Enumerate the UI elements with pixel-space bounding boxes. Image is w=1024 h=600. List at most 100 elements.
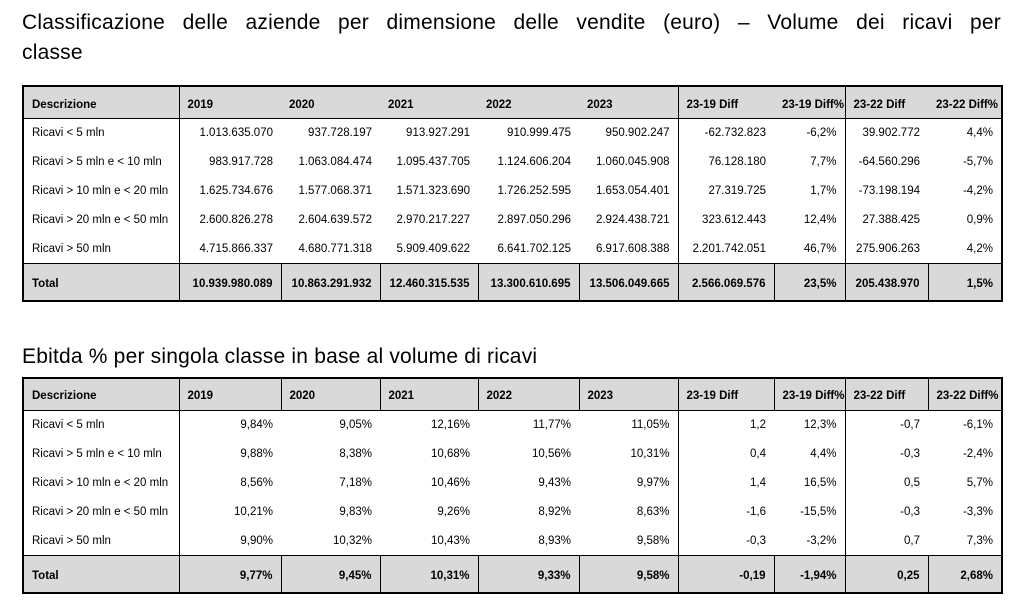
column-header-23-22-diff: 23-22 Diff% [928, 86, 1002, 119]
table-cell: 1.571.323.690 [396, 184, 470, 197]
table-row-ricavi-10-mln-e-20-mln: Ricavi > 10 mln e < 20 mln 8,56% 7,18% 10,4… [23, 468, 1002, 498]
ebitda-table: Descrizione 2019 2020 2021 2022 2023 23-19 Dif… [22, 376, 1003, 594]
row-label: Ricavi > 10 mln e < 20 mln [23, 176, 180, 206]
table-cell: 275.906.263 [856, 242, 920, 255]
table-cell: 10,21% [233, 505, 273, 518]
row-label: Ricavi > 5 mln e < 10 mln [23, 147, 180, 177]
table-cell: -0,3 [900, 448, 920, 461]
table-row-ricavi-5-mln: Ricavi < 5 mln 9,84% 9,05% 12,16% 11,77% 11,0… [23, 410, 1002, 440]
table-cell: 2.970.217.227 [396, 213, 470, 226]
table-cell: 0,4 [750, 448, 766, 461]
table-cell: 8,63% [579, 497, 679, 527]
table-cell: -5,7% [962, 156, 993, 169]
total-cell: 23,5% [774, 262, 846, 301]
total-cell: 2.566.069.576 [678, 262, 775, 301]
table-cell: 4.680.771.318 [298, 242, 372, 255]
column-header-2020: 2020 [281, 377, 381, 411]
table-cell: 323.612.443 [702, 213, 766, 226]
table-cell: 10,56% [531, 448, 571, 461]
row-label: Ricavi > 20 mln e < 50 mln [23, 497, 180, 527]
column-header-2023: 2023 [579, 86, 679, 119]
table-cell: -3,3% [962, 505, 993, 518]
total-cell: 10,31% [380, 554, 479, 593]
row-label: Ricavi > 10 mln e < 20 mln [23, 468, 180, 498]
table-cell: -2,4% [962, 448, 993, 461]
table-cell: 4,2% [966, 242, 993, 255]
table-cell: 1,4 [750, 476, 766, 489]
ebitda-table-total: Total 9,77% 9,45% 10,31% 9,33% 9,58% -0,19 -1,9… [23, 554, 1002, 593]
table-cell: 12,4% [774, 205, 846, 235]
table-row-ricavi-5-mln-e-10-mln: Ricavi > 5 mln e < 10 mln 983.917.728 1.06… [23, 147, 1002, 177]
table-cell: 0,9% [966, 213, 993, 226]
table-cell: 9,43% [538, 476, 571, 489]
column-header-2022: 2022 [478, 377, 580, 411]
column-header-2021: 2021 [380, 377, 479, 411]
table-cell: 8,38% [339, 448, 372, 461]
table-cell: 39.902.772 [862, 127, 920, 140]
table-cell: 5,7% [966, 476, 993, 489]
row-label: Ricavi < 5 mln [23, 118, 180, 148]
total-row: Total 10.939.980.089 10.863.291.932 12.460.… [23, 262, 1002, 301]
column-header-2023: 2023 [579, 377, 679, 411]
row-label: Ricavi > 20 mln e < 50 mln [23, 205, 180, 235]
table-cell: 27.388.425 [862, 213, 920, 226]
table-cell: 5.909.409.622 [396, 242, 470, 255]
total-cell: 9,33% [478, 554, 580, 593]
table-cell: 9,90% [240, 534, 273, 547]
column-header-23-19-diff: 23-19 Diff% [774, 377, 846, 411]
table-cell: 913.927.291 [406, 127, 470, 140]
table-cell: 1.653.054.401 [579, 176, 679, 206]
table-cell: 10,43% [430, 534, 470, 547]
table-cell: 910.999.475 [507, 127, 571, 140]
table-row-ricavi-50-mln: Ricavi > 50 mln 4.715.866.337 4.680.771.31… [23, 234, 1002, 264]
table-cell: 1.060.045.908 [579, 147, 679, 177]
column-header-2020: 2020 [281, 86, 380, 119]
table-cell: 10,32% [332, 534, 372, 547]
header-row: Descrizione 2019 2020 2021 2022 2023 23-19 Dif… [23, 86, 1002, 119]
table-cell: 4,4% [774, 439, 846, 469]
table-cell: 9,97% [579, 468, 679, 498]
column-header-2022: 2022 [478, 86, 579, 119]
column-header-23-22-diff: 23-22 Diff [845, 377, 929, 411]
table-cell: 0,7 [904, 534, 920, 547]
total-cell: 2,68% [928, 554, 1002, 593]
total-cell: 10.863.291.932 [281, 262, 381, 301]
table-cell: 10,31% [579, 439, 679, 469]
column-header-descrizione: Descrizione [23, 86, 180, 119]
table-cell: 1.095.437.705 [396, 156, 470, 169]
column-header-23-22-diff: 23-22 Diff% [928, 377, 1002, 411]
table-cell: 1.726.252.595 [497, 184, 571, 197]
row-label: Ricavi > 50 mln [23, 234, 180, 264]
column-header-2019: 2019 [179, 86, 281, 119]
table-cell: 6.917.608.388 [579, 234, 679, 264]
table-cell: 1.013.635.070 [199, 127, 273, 140]
table-cell: 76.128.180 [708, 156, 766, 169]
table-cell: 1.124.606.204 [497, 156, 571, 169]
table-cell: 4.715.866.337 [199, 242, 273, 255]
total-cell: 13.506.049.665 [579, 262, 679, 301]
table-cell: 2.604.639.572 [298, 213, 372, 226]
table-cell: 1,7% [774, 176, 846, 206]
ricavi-table: Descrizione 2019 2020 2021 2022 2023 23-19 Dif… [22, 85, 1003, 302]
table-cell: -64.560.296 [858, 156, 920, 169]
table-cell: -3,2% [774, 526, 846, 556]
total-cell: 13.300.610.695 [478, 262, 580, 301]
table-cell: 9,26% [437, 505, 470, 518]
ricavi-table-header: Descrizione 2019 2020 2021 2022 2023 23-19 Dif… [23, 86, 1002, 119]
table-cell: 11,05% [579, 410, 679, 440]
table-cell: 10,68% [430, 448, 470, 461]
table-row-ricavi-20-mln-e-50-mln: Ricavi > 20 mln e < 50 mln 10,21% 9,83% 9,2… [23, 497, 1002, 527]
column-header-2019: 2019 [179, 377, 282, 411]
table-cell: 2.897.050.296 [497, 213, 571, 226]
table-cell: -4,2% [962, 184, 993, 197]
table-cell: 983.917.728 [209, 156, 273, 169]
ricavi-table-total: Total 10.939.980.089 10.863.291.932 12.460.… [23, 262, 1002, 301]
total-cell: 10.939.980.089 [179, 262, 282, 301]
table-cell: 7,7% [774, 147, 846, 177]
table-cell: -62.732.823 [704, 127, 766, 140]
total-cell: 205.438.970 [845, 262, 929, 301]
total-cell: -0,19 [678, 554, 775, 593]
table-cell: 1.625.734.676 [199, 184, 273, 197]
ebitda-table-body: Ricavi < 5 mln 9,84% 9,05% 12,16% 11,77% 11,0… [23, 410, 1002, 556]
row-label: Ricavi < 5 mln [23, 410, 180, 440]
